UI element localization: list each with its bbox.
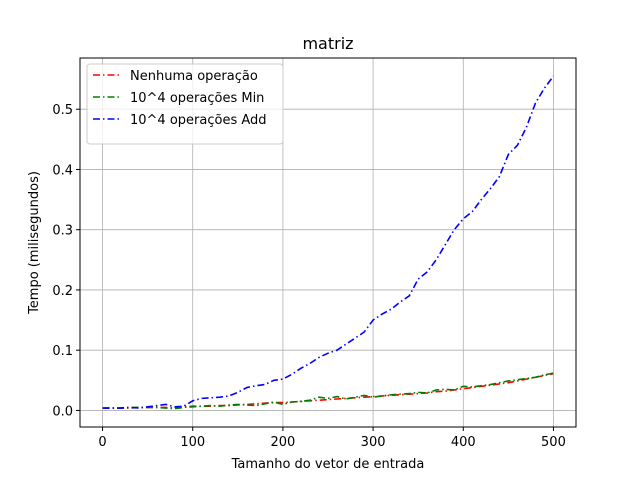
y-tick-label: 0.4 [52, 163, 73, 178]
chart-title: matriz [302, 34, 353, 53]
x-tick-label: 100 [180, 435, 205, 450]
legend-label-3: 10^4 operações Add [130, 113, 267, 128]
x-tick-label: 400 [451, 435, 476, 450]
y-axis-label: Tempo (milisegundos) [27, 171, 42, 315]
series-lines [102, 75, 555, 410]
x-tick-label: 500 [541, 435, 566, 450]
y-axis-ticks: 0.0 0.1 0.2 0.3 0.4 0.5 [52, 103, 80, 419]
series-line-3 [102, 75, 555, 409]
y-tick-label: 0.2 [52, 284, 73, 299]
y-tick-label: 0.1 [52, 344, 73, 359]
series-line-1 [102, 372, 554, 409]
y-tick-label: 0.5 [52, 103, 73, 118]
legend-label-1: Nenhuma operação [130, 69, 258, 84]
y-tick-label: 0.0 [52, 404, 73, 419]
x-axis-ticks: 0 100 200 300 400 500 [98, 427, 566, 450]
x-tick-label: 200 [270, 435, 295, 450]
x-tick-label: 0 [98, 435, 106, 450]
legend-box [86, 63, 284, 145]
x-axis-label: Tamanho do vetor de entrada [231, 457, 425, 472]
legend: Nenhuma operação 10^4 operações Min 10^4 o… [86, 63, 284, 145]
legend-label-2: 10^4 operações Min [130, 91, 264, 106]
series-line-2 [102, 372, 554, 410]
y-tick-label: 0.3 [52, 224, 73, 239]
plot-frame [79, 57, 577, 428]
x-tick-label: 300 [361, 435, 386, 450]
